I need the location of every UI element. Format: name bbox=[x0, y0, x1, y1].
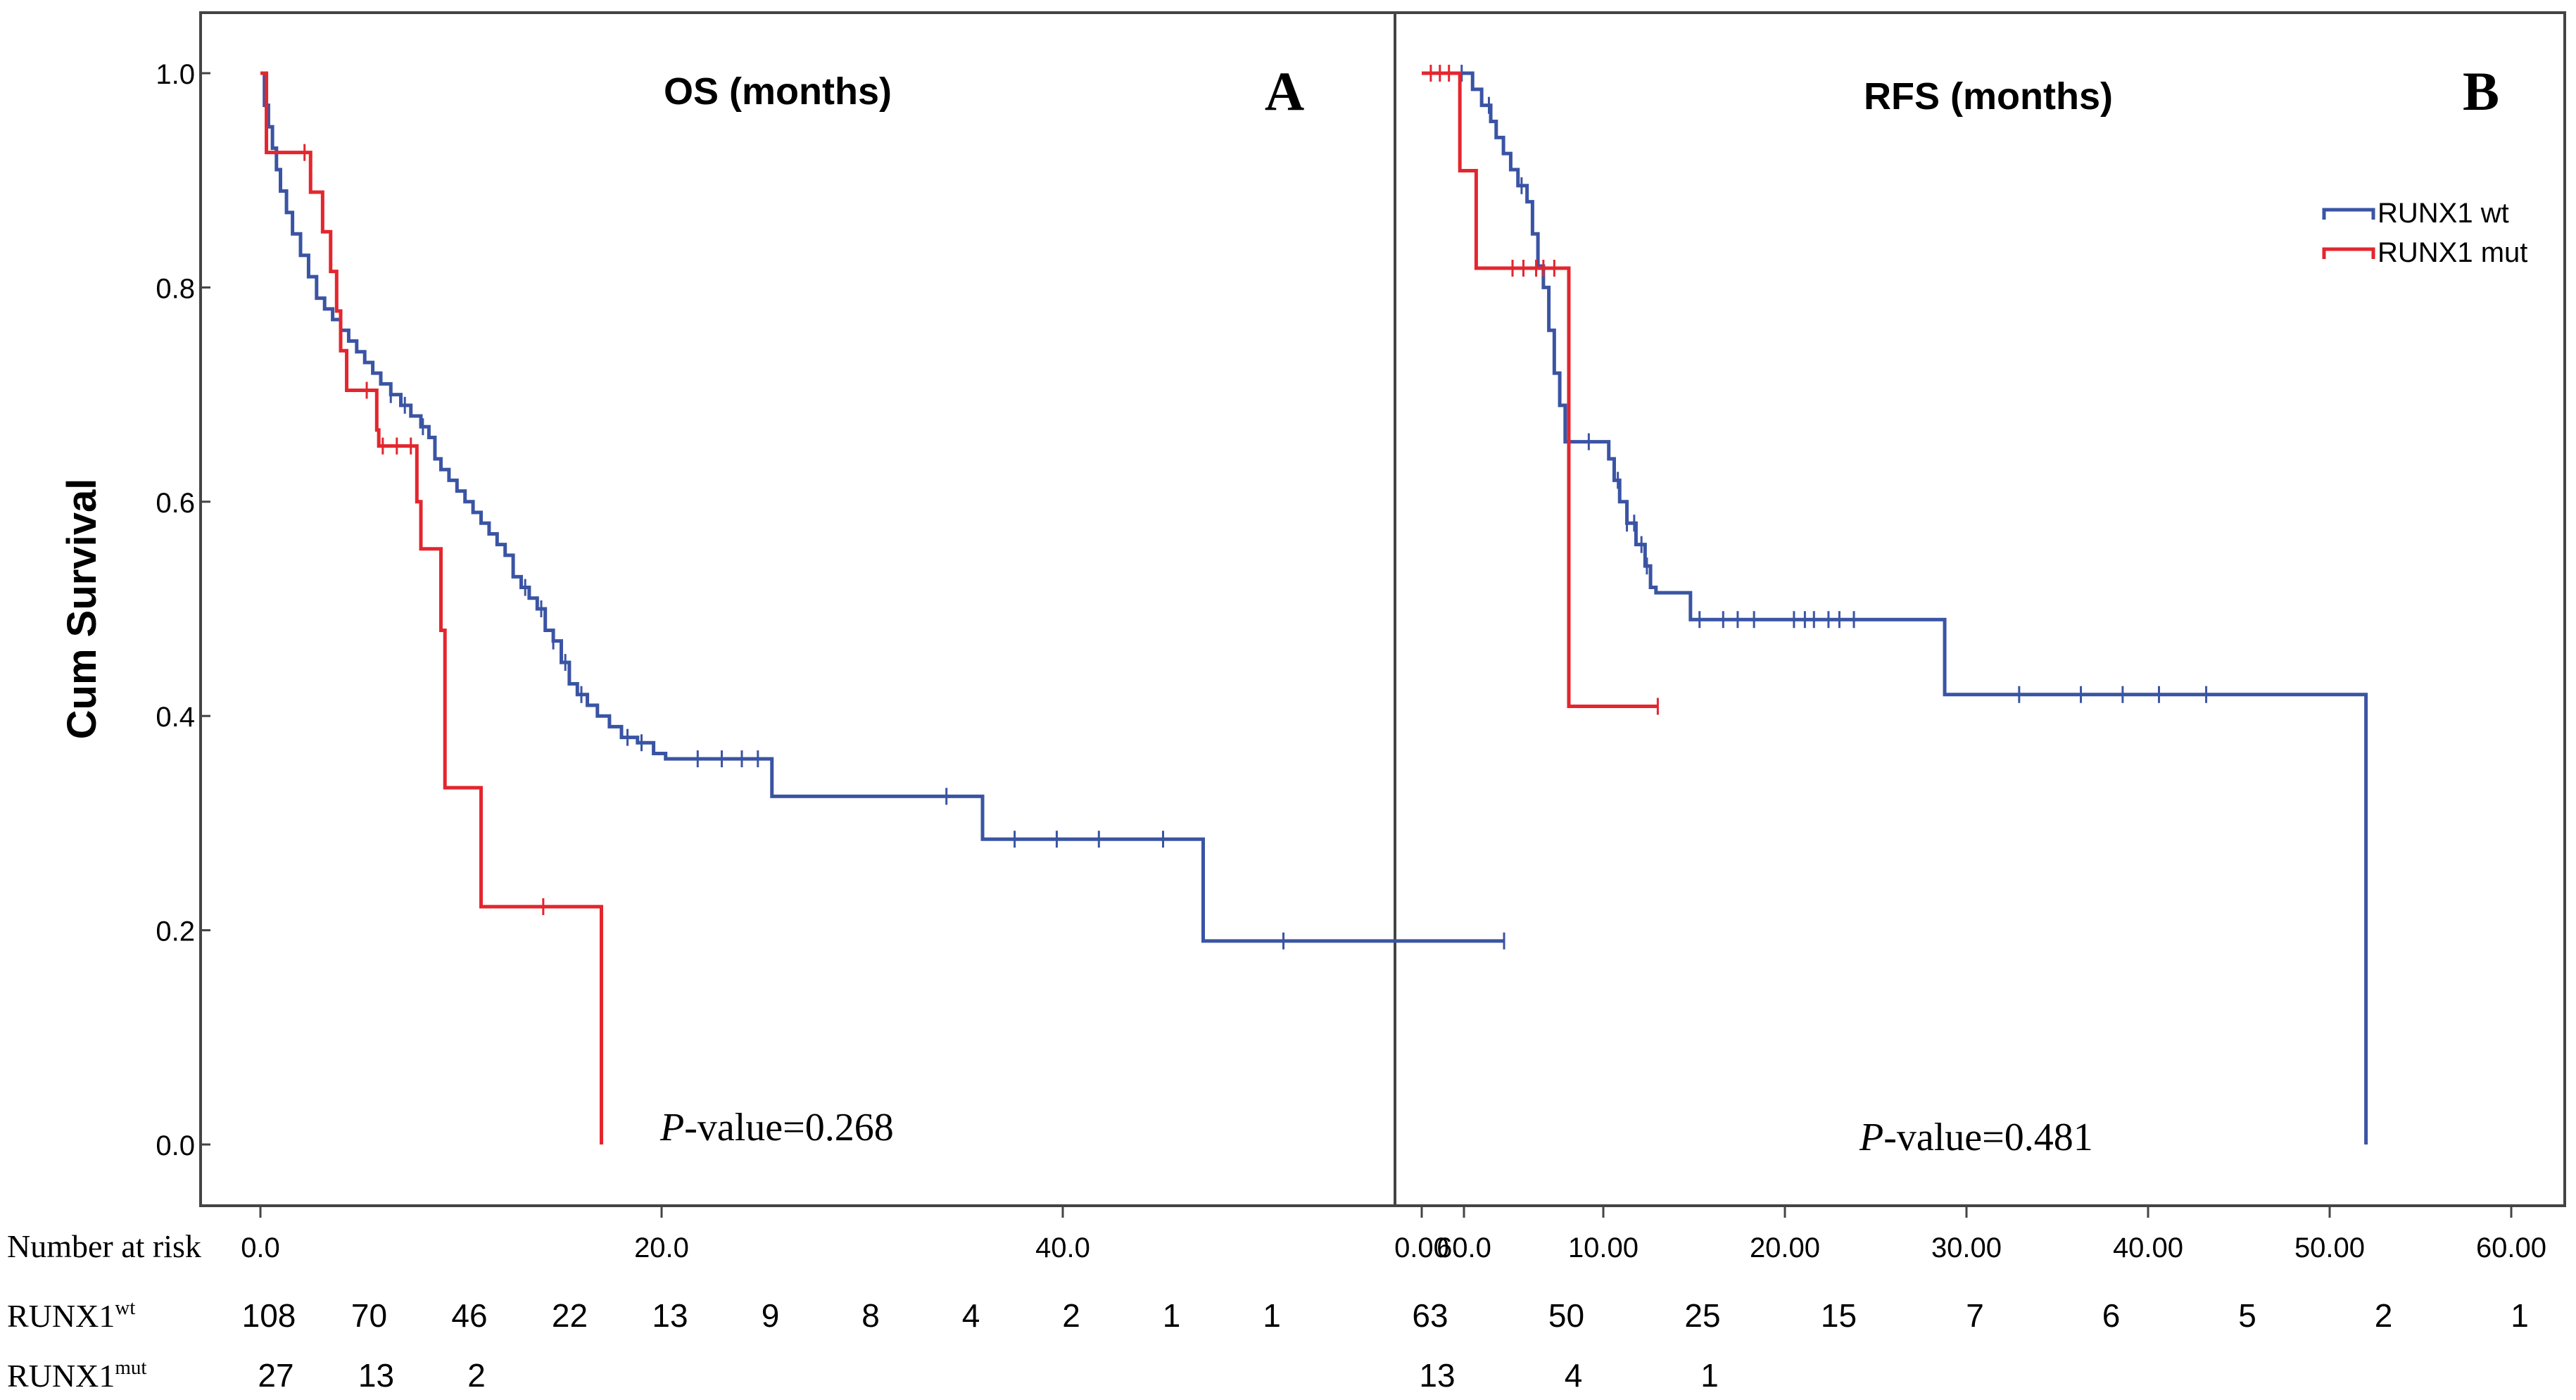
x-tick-label: 60.0 bbox=[1437, 1232, 1491, 1263]
x-tick-label: 50.00 bbox=[2294, 1232, 2365, 1263]
legend-entry-wt: RUNX1 wt bbox=[2378, 198, 2509, 229]
panel-a-risk-table: 108 70 46 22 13 9 8 4 2 1 1 27 13 2 bbox=[242, 1297, 1281, 1394]
legend-wt-swatch bbox=[2322, 208, 2375, 220]
risk-count-mut: 1 bbox=[1700, 1357, 1719, 1394]
panel-b-title: RFS (months) bbox=[1864, 75, 2113, 118]
y-tick-label: 0.8 bbox=[156, 273, 195, 304]
km-curve-runx1-wt bbox=[260, 71, 1504, 943]
x-tick-label: 40.0 bbox=[1035, 1232, 1090, 1263]
risk-count-wt: 50 bbox=[1548, 1297, 1584, 1334]
x-tick-label: 40.00 bbox=[2113, 1232, 2183, 1263]
km-curve-runx1-mut bbox=[260, 71, 603, 1144]
risk-count-wt: 2 bbox=[1062, 1297, 1080, 1334]
y-tick-label: 1.0 bbox=[156, 59, 195, 90]
x-tick-label: 10.00 bbox=[1568, 1232, 1639, 1263]
x-tick-label: 0.00 bbox=[1394, 1232, 1449, 1263]
risk-count-wt: 6 bbox=[2102, 1297, 2121, 1334]
risk-count-wt: 4 bbox=[962, 1297, 980, 1334]
risk-count-mut: 4 bbox=[1565, 1357, 1583, 1394]
risk-count-wt: 1 bbox=[1163, 1297, 1181, 1334]
risk-count-wt: 25 bbox=[1684, 1297, 1720, 1334]
legend: RUNX1 wt RUNX1 mut bbox=[2322, 198, 2527, 268]
risk-count-wt: 13 bbox=[652, 1297, 688, 1334]
panel-b-risk-table: 63 50 25 15 7 6 5 2 1 13 4 1 bbox=[1412, 1297, 2528, 1394]
y-tick-label: 0.4 bbox=[156, 702, 195, 733]
risk-row-label-mut: RUNX1mut bbox=[7, 1356, 146, 1394]
legend-mut-swatch bbox=[2322, 247, 2375, 259]
panel-b-x-axis: 0.00 10.00 20.00 30.00 40.00 50.00 60.00 bbox=[1394, 1206, 2546, 1263]
risk-count-wt: 46 bbox=[451, 1297, 487, 1334]
risk-count-wt: 1 bbox=[1263, 1297, 1281, 1334]
x-tick-label: 20.0 bbox=[634, 1232, 689, 1263]
panel-a-title: OS (months) bbox=[664, 70, 892, 113]
risk-count-wt: 5 bbox=[2238, 1297, 2256, 1334]
risk-count-mut: 2 bbox=[467, 1357, 486, 1394]
risk-count-mut: 27 bbox=[258, 1357, 293, 1394]
x-tick-label: 0.0 bbox=[241, 1232, 280, 1263]
risk-count-mut: 13 bbox=[358, 1357, 394, 1394]
risk-table-header: Number at risk bbox=[7, 1228, 201, 1264]
risk-count-wt: 70 bbox=[351, 1297, 387, 1334]
risk-count-wt: 8 bbox=[861, 1297, 880, 1334]
risk-count-wt: 9 bbox=[762, 1297, 780, 1334]
panel-b-letter: B bbox=[2463, 61, 2499, 122]
km-curve-runx1-mut bbox=[1422, 71, 1658, 708]
panel-b-frame bbox=[1394, 11, 2566, 1207]
risk-count-wt: 63 bbox=[1412, 1297, 1448, 1334]
risk-count-wt: 22 bbox=[552, 1297, 588, 1334]
km-curve-runx1-wt bbox=[1422, 71, 2368, 1144]
x-tick-label: 20.00 bbox=[1750, 1232, 1820, 1263]
risk-count-wt: 15 bbox=[1821, 1297, 1857, 1334]
x-tick-label: 30.00 bbox=[1931, 1232, 2002, 1263]
x-tick-label: 60.00 bbox=[2476, 1232, 2546, 1263]
y-tick-label: 0.2 bbox=[156, 916, 195, 947]
panel-a-p-value: P-value=0.268 bbox=[659, 1106, 894, 1149]
risk-count-mut: 13 bbox=[1419, 1357, 1455, 1394]
panel-b-curves bbox=[1422, 65, 2368, 1144]
risk-count-wt: 1 bbox=[2511, 1297, 2529, 1334]
risk-count-wt: 2 bbox=[2375, 1297, 2393, 1334]
panel-b-p-value: P-value=0.481 bbox=[1859, 1116, 2093, 1159]
panel-a-letter: A bbox=[1265, 61, 1304, 122]
y-tick-label: 0.0 bbox=[156, 1130, 195, 1161]
y-tick-label: 0.6 bbox=[156, 488, 195, 519]
panel-a-curves bbox=[260, 71, 1505, 1144]
risk-row-label-wt: RUNX1wt bbox=[7, 1297, 135, 1334]
risk-count-wt: 7 bbox=[1966, 1297, 1984, 1334]
panel-a-y-axis: 0.0 0.2 0.4 0.6 0.8 1.0 bbox=[156, 59, 210, 1161]
y-axis-label: Cum Survival bbox=[59, 479, 105, 740]
risk-count-wt: 108 bbox=[242, 1297, 296, 1334]
legend-entry-mut: RUNX1 mut bbox=[2378, 237, 2527, 268]
panel-a-x-axis: 0.0 20.0 40.0 60.0 bbox=[241, 1206, 1491, 1263]
